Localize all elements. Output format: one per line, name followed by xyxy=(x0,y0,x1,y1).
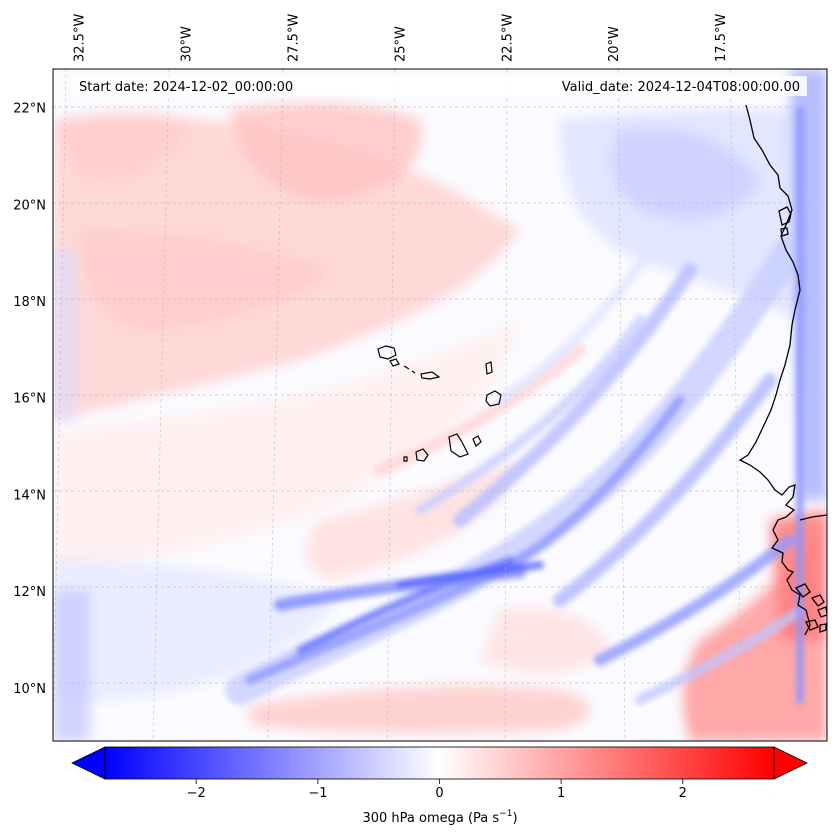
lon-label: 32.5°W xyxy=(73,14,88,62)
lat-label: 22°N xyxy=(13,102,46,117)
colorbar-tick-label: −2 xyxy=(187,786,206,801)
lon-label: 27.5°W xyxy=(287,14,302,62)
africa-coastline xyxy=(738,104,827,636)
start-date-label: Start date: 2024-12-02_00:00:00 xyxy=(79,80,293,95)
colorbar: −2 −1 0 1 2 300 hPa omega (Pa s−1) xyxy=(71,746,808,826)
valid-date-label: Valid_date: 2024-12-04T08:00:00.00 xyxy=(562,80,800,95)
map-frame xyxy=(52,68,828,742)
cape-verde-islands xyxy=(377,345,502,462)
colorbar-label: 300 hPa omega (Pa s−1) xyxy=(362,809,517,826)
lat-label: 16°N xyxy=(13,392,46,407)
colorbar-gradient xyxy=(104,746,775,780)
lon-label: 17.5°W xyxy=(714,14,729,62)
lon-label: 25°W xyxy=(393,26,408,62)
wave-bands xyxy=(225,106,805,705)
lon-label: 30°W xyxy=(180,26,195,62)
lat-label: 12°N xyxy=(13,585,46,600)
lon-label: 20°W xyxy=(607,26,622,62)
lat-label: 10°N xyxy=(13,682,46,697)
date-banner xyxy=(72,76,807,96)
positive-omega-area xyxy=(53,103,827,741)
longitude-labels: 32.5°W 30°W 27.5°W 25°W 22.5°W 20°W 17.5°W xyxy=(73,14,729,62)
colorbar-tick-label: 1 xyxy=(557,786,565,801)
colorbar-tick-label: 0 xyxy=(435,786,443,801)
lat-label: 14°N xyxy=(13,488,46,503)
colorbar-ticks: −2 −1 0 1 2 xyxy=(187,779,687,801)
colorbar-extend-high xyxy=(773,746,808,780)
gridlines xyxy=(53,69,827,741)
omega-field xyxy=(53,69,827,741)
colorbar-tick-label: 2 xyxy=(679,786,687,801)
colorbar-tick-label: −1 xyxy=(308,786,327,801)
lon-label: 22.5°W xyxy=(500,14,515,62)
latitude-labels: 10°N 12°N 14°N 16°N 18°N 20°N 22°N xyxy=(13,102,46,697)
lat-label: 18°N xyxy=(13,295,46,310)
lat-label: 20°N xyxy=(13,198,46,213)
colorbar-extend-low xyxy=(71,746,106,780)
